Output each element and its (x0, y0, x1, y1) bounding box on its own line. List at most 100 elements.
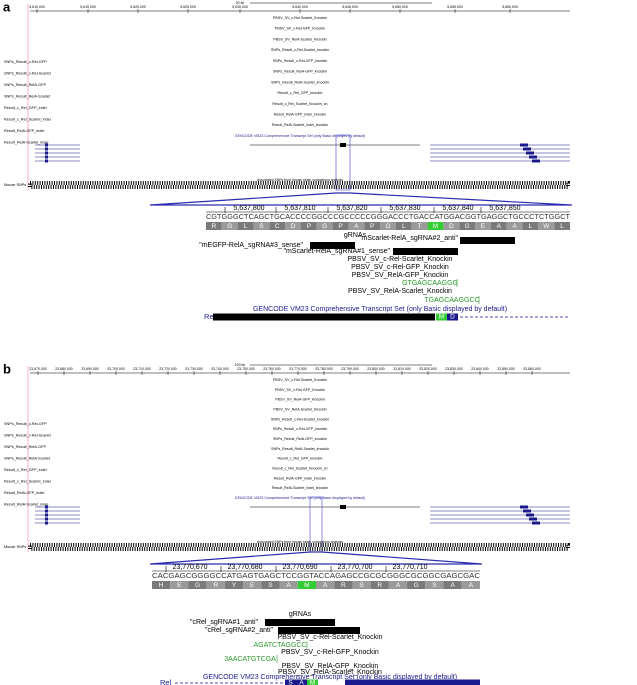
track-label: SNPs_Result_c-Rel-Scarlet (4, 72, 52, 76)
amino-acid-box (388, 581, 408, 589)
amino-acid-box (224, 581, 244, 589)
amino-acid-box (243, 581, 262, 589)
sequence: CACGAGCGGGGCCATGAGTGAGCTCCGGTACCAGAGCCGC… (152, 571, 481, 580)
amino-acid: P (370, 223, 374, 230)
amino-acid-box (297, 581, 316, 589)
gene-aa: D (450, 314, 455, 321)
center-label: SNPs_Result_c-Rel-GFP_knockin (273, 59, 328, 63)
amino-acid: L (244, 223, 248, 230)
track-label: Result_c_Rel_Scarlet_indel (4, 480, 51, 484)
amino-acid-box (459, 222, 476, 230)
amino-acid: R (212, 223, 217, 230)
amino-acid: W (543, 223, 550, 230)
guide-bar (310, 242, 355, 249)
exon (45, 159, 48, 163)
amino-acid: A (323, 582, 328, 589)
zoom-wedge (149, 192, 573, 206)
center-label: PBSV_SV_c-Rel-GFP_Knockin (275, 388, 325, 392)
grnas-label: gRNAs (344, 232, 367, 239)
amino-acid: H (159, 582, 164, 589)
amino-acid-box (332, 222, 349, 230)
amino-acid: E (481, 223, 486, 230)
amino-acid: S (268, 582, 273, 589)
track-item: PBSV_SV_RelA-Scarlet_Knockin (348, 288, 452, 295)
gene-aa-box (296, 679, 307, 685)
center-label: Result_c_Rel_GFP_knockin (278, 91, 323, 95)
amino-acid: T (418, 223, 422, 230)
scale-label: 5,640,000 (292, 5, 308, 9)
amino-acid-box (407, 581, 426, 589)
amino-acid: G (322, 223, 327, 230)
amino-acid-box (316, 581, 335, 589)
amino-acid-box (316, 222, 333, 230)
amino-acid-box (261, 581, 280, 589)
track-label: SNPs_Result_RelA-GFP (4, 83, 46, 87)
center-label: PBSV_SV_RelA-GFP_Knockin (275, 398, 325, 402)
gene-aa-box (436, 313, 447, 321)
center-label: SNPs_Result_RelA-Scarlet_knockin (271, 447, 329, 451)
track-item: 3AACATGTCGA (224, 656, 276, 663)
grnas-label: gRNAs (289, 611, 312, 618)
amino-acid-box (490, 222, 507, 230)
amino-acid: E (250, 582, 255, 589)
guide-bar (265, 619, 335, 626)
center-label: Result_c_Rel_GFP_knockin (278, 457, 323, 461)
track-label: Result_c_Rel_Scarlet_indel (4, 118, 51, 122)
amino-acid-box (334, 581, 353, 589)
amino-acid: A (469, 582, 474, 589)
snp-note: Associated SNPs from mouse strain compar… (257, 540, 343, 544)
amino-acid: A (286, 582, 291, 589)
center-label: SNPs_Result_c-Rel-Scarlet_knockin (271, 48, 329, 52)
amino-acid-box (348, 222, 365, 230)
gene-aa: M (439, 314, 444, 321)
amino-acid: L (529, 223, 533, 230)
scale-label: 5,655,000 (447, 5, 463, 9)
center-label: SNPs_Result_RelA-GFP_knockin (273, 437, 327, 441)
amino-acid-box (279, 581, 298, 589)
scale-label: 5,620,000 (130, 5, 146, 9)
gene-label: Rel (160, 678, 172, 685)
mouse-snps-label: Mouse SNPs (4, 545, 26, 549)
center-label: Result_RelA-Scarlet_indel_knockin (272, 486, 328, 490)
track-item: GTGAGCAAGGG (402, 280, 458, 287)
scale-label: 5,660,000 (502, 5, 518, 9)
scale-label: 23,830,000 (445, 367, 463, 371)
panel-label: b (3, 361, 11, 376)
exon (340, 143, 346, 147)
gene-label: Rela (204, 312, 220, 321)
exon (520, 505, 528, 509)
amino-acid-box (443, 581, 462, 589)
amino-acid-box (522, 222, 539, 230)
exon (45, 513, 48, 517)
exon (523, 509, 531, 513)
track-label: Result_c_Rel_GFP_indel (4, 106, 47, 110)
center-label: PBSV_SV_RelA-Scarlet_Knockin (273, 407, 326, 411)
amino-acid-box (425, 581, 444, 589)
exon (523, 147, 531, 151)
snp-track (28, 181, 570, 189)
exon (532, 521, 540, 525)
track-item: PBSV_SV_RelA-GFP_Knockin (282, 663, 379, 670)
scale-label: 5,625,000 (180, 5, 196, 9)
center-label: Result_c_Rel_Scarlet_Knockin_cn (272, 466, 327, 470)
scale-label: 23,770,000 (289, 367, 307, 371)
guide-bar (460, 237, 515, 244)
center-label: SNPs_Result_c-Rel-Scarlet_knockin (271, 417, 329, 421)
amino-acid-box (380, 222, 396, 230)
amino-acid: R (377, 582, 382, 589)
coordinate: 5,637,840 (442, 205, 473, 212)
amino-acid: A (497, 223, 502, 230)
gene-aa-box (307, 679, 318, 685)
track-label: SNPs_Result_c-Rel-GFP (4, 60, 47, 64)
coordinate: 23,770,670 (172, 564, 207, 571)
scale-label: 23,850,000 (497, 367, 515, 371)
exon (45, 509, 48, 513)
amino-acid-box (395, 222, 412, 230)
track-item: PBSV_SV_c-Rel-Scarlet_Knockin (277, 634, 382, 641)
coordinate: 23,770,700 (337, 564, 372, 571)
coordinate: 23,770,690 (282, 564, 317, 571)
amino-acid: G (195, 582, 200, 589)
track-label: SNPs_Result_RelA-GFP (4, 445, 46, 449)
track-item: PBSV_SV_c-Rel-GFP_Knockin (351, 264, 449, 271)
